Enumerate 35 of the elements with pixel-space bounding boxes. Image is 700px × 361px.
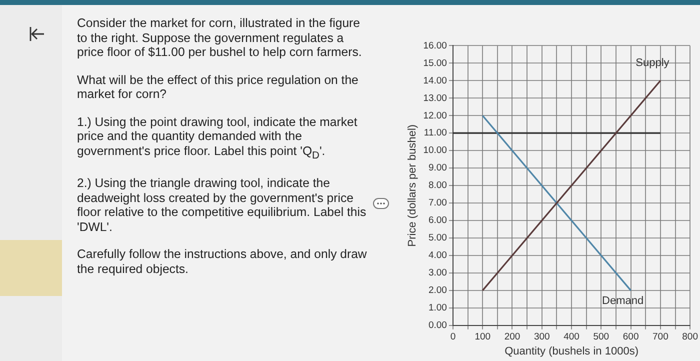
x-tick-label: 200 bbox=[504, 332, 520, 343]
y-tick-label: 0.00 bbox=[428, 320, 447, 332]
y-tick-label: 8.00 bbox=[428, 180, 447, 192]
y-tick-label: 6.00 bbox=[428, 215, 447, 226]
series-label: Supply bbox=[636, 57, 670, 70]
x-tick-label: 100 bbox=[474, 332, 491, 343]
y-tick-label: 16.00 bbox=[423, 40, 447, 52]
y-tick-label: 7.00 bbox=[428, 198, 447, 209]
y-axis-title: Price (dollars per bushel) bbox=[406, 124, 419, 247]
x-tick-label: 500 bbox=[593, 332, 610, 343]
text: 2.) Using the triangle drawing tool, indicate the deadweight loss created by the government's price floor relative to the competitive equilibrium. Label this 'DWL'. bbox=[77, 176, 367, 234]
y-tick-label: 13.00 bbox=[423, 92, 447, 104]
x-tick-label: 600 bbox=[622, 332, 639, 343]
x-tick-label: 300 bbox=[534, 332, 550, 343]
y-tick-label: 9.00 bbox=[428, 162, 447, 174]
x-tick-label: 400 bbox=[564, 332, 580, 343]
y-tick-label: 11.00 bbox=[424, 128, 447, 139]
y-tick-label: 15.00 bbox=[423, 58, 447, 69]
y-tick-label: 3.00 bbox=[428, 268, 447, 279]
y-tick-label: 10.00 bbox=[423, 145, 447, 156]
y-tick-label: 14.00 bbox=[423, 75, 447, 86]
y-tick-label: 2.00 bbox=[428, 285, 447, 296]
y-tick-label: 1.00 bbox=[428, 302, 447, 314]
x-tick-label: 700 bbox=[652, 332, 668, 343]
y-tick-label: 12.00 bbox=[423, 110, 447, 122]
y-tick-label: 5.00 bbox=[428, 232, 447, 244]
x-axis-title: Quantity (bushels in 1000s) bbox=[504, 345, 638, 358]
series-label: Demand bbox=[602, 294, 644, 307]
text: What will be the effect of this price regulation on the market for corn? bbox=[77, 72, 360, 102]
text: Consider the market for corn, illustrated in the figure to the right. Suppose the government regulates a price floor of $11.00 per bushel to help corn farmers. bbox=[77, 16, 363, 60]
text: Carefully follow the instructions above, and only draw the required objects. bbox=[77, 247, 367, 276]
x-tick-label: 800 bbox=[682, 332, 698, 343]
x-tick-label: 0 bbox=[450, 332, 456, 343]
text: 1.) Using the point drawing tool, indicate the market price and the quantity demanded with the government's price floor. Label this point 'Q$_{D}$'. bbox=[77, 114, 358, 163]
y-tick-label: 4.00 bbox=[428, 250, 447, 262]
